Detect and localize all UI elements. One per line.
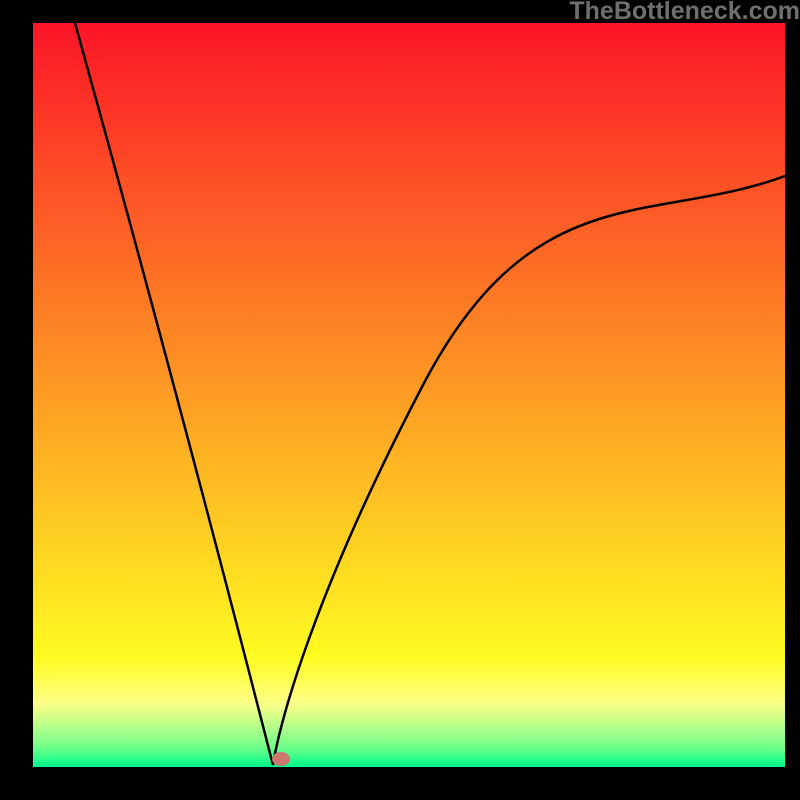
plot-area [33, 23, 785, 767]
watermark-label: TheBottleneck.com [527, 0, 800, 23]
gradient-background [33, 23, 785, 767]
